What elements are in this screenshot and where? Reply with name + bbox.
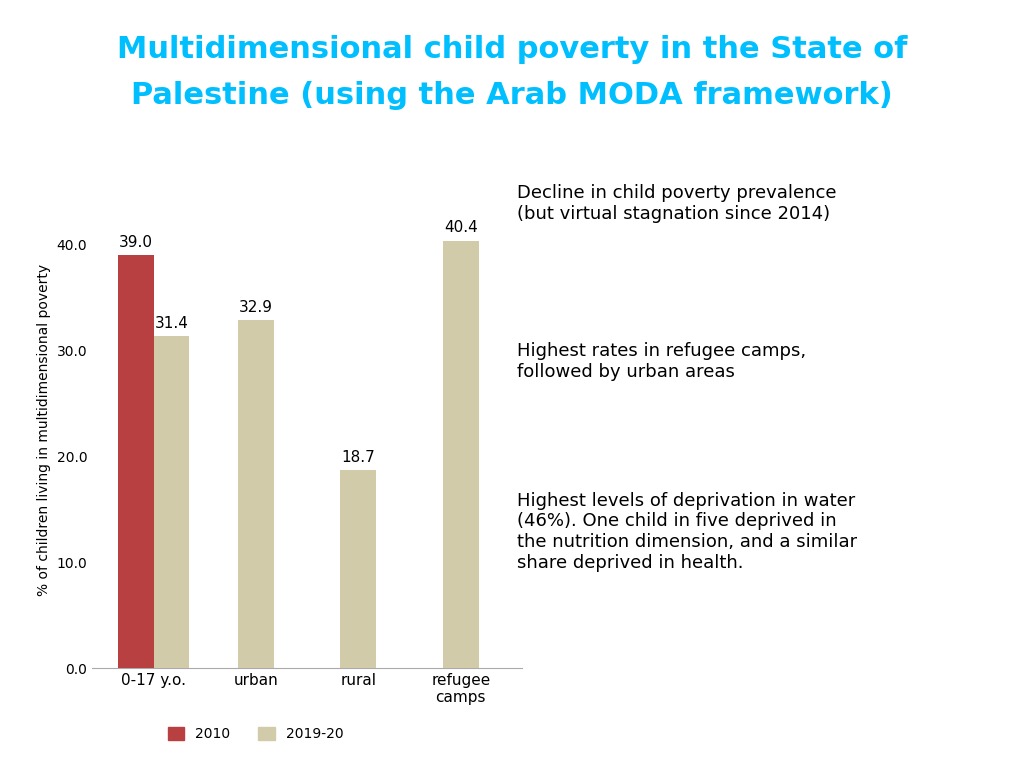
Text: Palestine (using the Arab MODA framework): Palestine (using the Arab MODA framework…	[131, 81, 893, 111]
Legend: 2010, 2019-20: 2010, 2019-20	[162, 722, 349, 747]
Bar	[118, 256, 154, 668]
Y-axis label: % of children living in multidimensional poverty: % of children living in multidimensional…	[37, 264, 51, 596]
Text: 40.4: 40.4	[444, 220, 477, 235]
Text: Decline in child poverty prevalence
(but virtual stagnation since 2014): Decline in child poverty prevalence (but…	[517, 184, 837, 223]
Bar	[442, 240, 479, 668]
Bar	[340, 470, 377, 668]
Text: 39.0: 39.0	[119, 235, 153, 250]
Bar	[154, 336, 189, 668]
Text: 31.4: 31.4	[155, 316, 188, 330]
Text: Highest levels of deprivation in water
(46%). One child in five deprived in
the : Highest levels of deprivation in water (…	[517, 492, 857, 572]
Text: 32.9: 32.9	[239, 300, 273, 315]
Text: Multidimensional child poverty in the State of: Multidimensional child poverty in the St…	[117, 35, 907, 65]
Text: 18.7: 18.7	[342, 450, 375, 465]
Bar	[238, 320, 274, 668]
Text: Highest rates in refugee camps,
followed by urban areas: Highest rates in refugee camps, followed…	[517, 342, 806, 381]
